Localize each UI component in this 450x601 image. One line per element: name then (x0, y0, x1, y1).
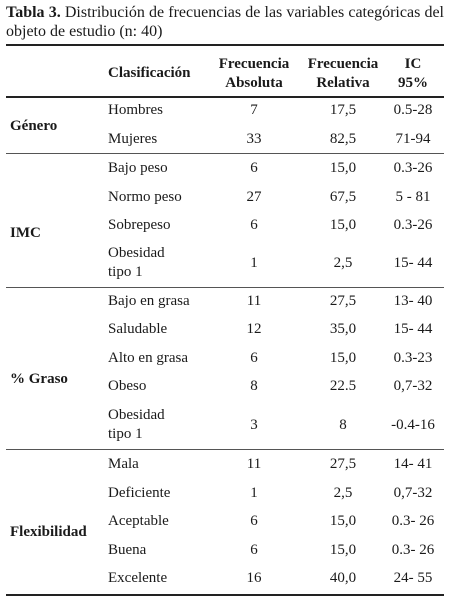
row-fr: 15,0 (329, 513, 357, 529)
row-label: Saludable (108, 321, 168, 337)
row-fa: 6 (250, 217, 258, 233)
row-ic: 15- 44 (393, 255, 433, 271)
row-label: Mujeres (108, 131, 158, 147)
row-ic: 15- 44 (393, 321, 433, 337)
row-fr: 17,5 (329, 102, 357, 118)
row-fr: 40,0 (329, 570, 357, 586)
row-label: Aceptable (108, 513, 169, 529)
header-ic-line2: 95% (398, 75, 428, 91)
row-label-line2: tipo 1 (108, 426, 143, 442)
row-ic: 5 - 81 (395, 189, 431, 205)
row-fr: 67,5 (329, 189, 357, 205)
row-ic: 0.3-23 (393, 350, 433, 366)
table-caption: Tabla 3. Distribución de frecuencias de … (6, 3, 444, 41)
table-label: Tabla 3. (6, 4, 61, 21)
row-fr: 82,5 (329, 131, 357, 147)
row-label: Bajo en grasa (108, 293, 190, 309)
header-rule (6, 96, 444, 98)
group-label: Género (10, 118, 58, 134)
row-ic: 0.3-26 (393, 217, 433, 233)
row-fa: 12 (246, 321, 262, 337)
row-label: Deficiente (108, 485, 171, 501)
row-fa: 6 (250, 542, 258, 558)
row-fa: 1 (250, 255, 258, 271)
row-ic: 0.3- 26 (391, 542, 435, 558)
row-ic: 0.5-28 (393, 102, 433, 118)
row-label-line2: tipo 1 (108, 264, 143, 280)
row-fr: 2,5 (333, 485, 353, 501)
group-divider (6, 153, 444, 154)
row-fr: 22.5 (329, 378, 357, 394)
row-label: Alto en grasa (108, 350, 188, 366)
row-fr: 8 (339, 417, 347, 433)
row-label: Obesidad (108, 245, 165, 261)
row-label: Sobrepeso (108, 217, 171, 233)
group-label: Flexibilidad (10, 524, 87, 540)
row-fa: 27 (246, 189, 262, 205)
row-fa: 11 (246, 293, 262, 309)
row-ic: 0,7-32 (393, 485, 433, 501)
row-fa: 7 (250, 102, 258, 118)
row-ic: 13- 40 (393, 293, 433, 309)
row-ic: -0.4-16 (391, 417, 435, 433)
row-label: Normo peso (108, 189, 182, 205)
row-fa: 1 (250, 485, 258, 501)
header-fr-line2: Relativa (316, 75, 370, 91)
row-fa: 11 (246, 456, 262, 472)
row-label: Hombres (108, 102, 163, 118)
row-fa: 6 (250, 160, 258, 176)
header-clasificacion: Clasificación (108, 65, 191, 81)
row-fr: 15,0 (329, 217, 357, 233)
row-fr: 15,0 (329, 542, 357, 558)
row-label: Buena (108, 542, 147, 558)
top-rule (6, 44, 444, 46)
row-ic: 0,7-32 (393, 378, 433, 394)
row-label: Excelente (108, 570, 168, 586)
row-ic: 71-94 (395, 131, 431, 147)
row-ic: 0.3- 26 (391, 513, 435, 529)
row-fr: 15,0 (329, 160, 357, 176)
row-ic: 24- 55 (393, 570, 433, 586)
bottom-rule (6, 594, 444, 596)
row-fr: 15,0 (329, 350, 357, 366)
row-fr: 27,5 (329, 293, 357, 309)
row-ic: 0.3-26 (393, 160, 433, 176)
row-fr: 2,5 (333, 255, 353, 271)
row-fr: 35,0 (329, 321, 357, 337)
row-ic: 14- 41 (393, 456, 433, 472)
row-fa: 3 (250, 417, 258, 433)
header-fr-line1: Frecuencia (307, 56, 379, 72)
row-label: Bajo peso (108, 160, 168, 176)
row-label: Obeso (108, 378, 147, 394)
row-fa: 8 (250, 378, 258, 394)
row-fa: 16 (246, 570, 262, 586)
row-label: Mala (108, 456, 139, 472)
header-fa-line1: Frecuencia (218, 56, 290, 72)
row-fa: 33 (246, 131, 262, 147)
group-divider (6, 449, 444, 450)
row-fa: 6 (250, 513, 258, 529)
group-divider (6, 287, 444, 288)
row-label: Obesidad (108, 407, 165, 423)
table-caption-text: Distribución de frecuencias de las varia… (6, 4, 444, 40)
row-fr: 27,5 (329, 456, 357, 472)
header-fa-line2: Absoluta (225, 75, 283, 91)
row-fa: 6 (250, 350, 258, 366)
group-label: IMC (10, 225, 41, 241)
group-label: % Graso (10, 371, 68, 387)
header-ic-line1: IC (404, 56, 422, 72)
